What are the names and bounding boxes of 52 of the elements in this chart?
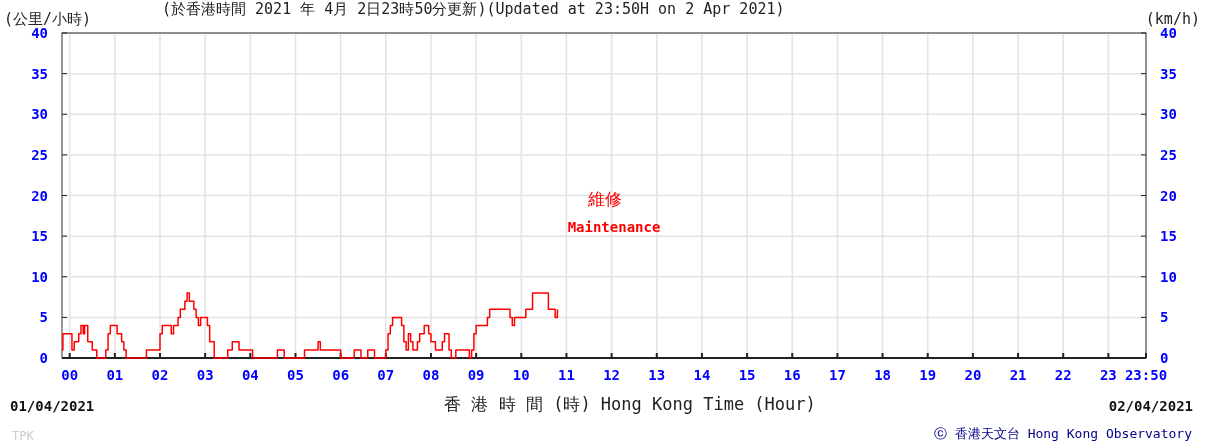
y-tick-label: 35 [31,65,48,82]
x-tick-label: 09 [467,367,485,383]
x-axis-title: 香 港 時 間 (時) Hong Kong Time (Hour) [444,394,816,414]
y-tick-label: 0 [39,350,48,366]
text: ⓒ 香港天文台 Hong Kong Observatory [933,426,1193,441]
y-tick-label: 5 [39,309,48,326]
x-tick-label: 02 [151,367,169,383]
y-tick-label: 25 [31,146,48,163]
y2-tick-label: 0 [1160,350,1169,366]
x-tick-label: 23:50 [1124,367,1168,383]
x-tick-label: 10 [512,367,530,383]
text: 01/04/2021 [10,398,95,414]
chart-title: (於香港時間 2021 年 4月 2日23時50分更新)(Updated at 23:50H on 2 Apr 2021) [162,0,785,18]
y-tick-label: 15 [31,228,48,245]
y2-tick-label: 10 [1160,268,1177,285]
annotation: Maintenance [567,219,661,235]
x-tick-label: 15 [738,367,756,383]
x-tick-label: 16 [783,367,801,383]
x-tick-label: 13 [648,367,666,383]
x-tick-label: 05 [287,367,304,383]
x-tick-label: 01 [106,367,124,383]
x-tick-label: 00 [61,367,79,383]
y2-tick-label: 40 [1160,25,1177,41]
x-tick-label: 14 [693,367,711,383]
y-tick-label: 20 [31,187,48,204]
x-tick-label: 12 [603,367,621,383]
y-tick-label: 30 [31,106,48,123]
y2-tick-label: 15 [1160,228,1177,245]
y2-tick-label: 35 [1160,65,1177,82]
y2-tick-label: 25 [1160,146,1177,163]
x-tick-label: 23 [1099,367,1117,383]
x-tick-label: 07 [377,367,395,383]
x-tick-label: 21 [1009,367,1027,383]
x-tick-label: 17 [828,367,846,383]
y2-tick-label: 30 [1160,106,1177,123]
x-tick-label: 03 [196,367,214,383]
y2-tick-label: 5 [1160,309,1169,326]
x-tick-label: 22 [1054,367,1072,383]
x-tick-label: 06 [332,367,350,383]
text: 02/04/2021 [1108,398,1193,414]
x-tick-label: 04 [241,367,259,383]
annotation: 維修 [587,189,622,209]
y-axis-title: (公里/小時) [4,10,92,28]
x-tick-label: 08 [422,367,440,383]
y-tick-label: 40 [31,25,48,41]
x-tick-label: 19 [919,367,937,383]
y2-tick-label: 20 [1160,187,1177,204]
x-tick-label: 18 [874,367,892,383]
x-tick-label: 11 [558,367,575,383]
x-tick-label: 20 [964,367,982,383]
y-tick-label: 10 [31,268,48,285]
y2-axis-title: (km/h) [1145,10,1200,28]
